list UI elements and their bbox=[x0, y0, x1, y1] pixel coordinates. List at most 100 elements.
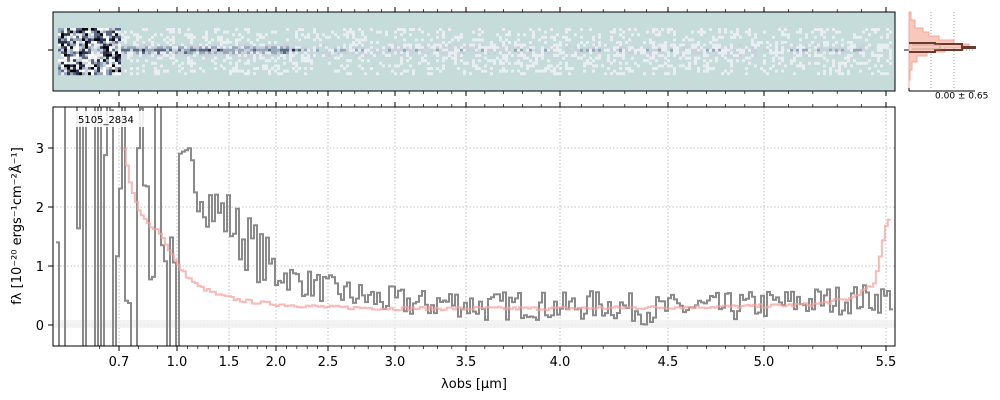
spectrum-2d-pixel bbox=[343, 48, 346, 52]
spectrum-2d-pixel bbox=[592, 43, 595, 47]
spectrum-2d-pixel bbox=[265, 54, 268, 57]
spectrum-2d-pixel bbox=[235, 54, 238, 57]
spectrum-2d-pixel bbox=[115, 56, 118, 60]
spectrum-2d-pixel bbox=[70, 48, 73, 52]
spectrum-2d-pixel bbox=[514, 48, 517, 52]
spectrum-2d-pixel bbox=[97, 46, 100, 50]
spectrum-2d-pixel bbox=[394, 43, 397, 47]
spectrum-2d-pixel bbox=[88, 51, 91, 55]
spectrum-2d-pixel bbox=[79, 35, 82, 39]
spectrum-2d-pixel bbox=[166, 35, 169, 39]
spectrum-2d-pixel bbox=[208, 46, 211, 50]
spectrum-2d-pixel bbox=[118, 56, 121, 60]
spectrum-2d-pixel bbox=[292, 48, 295, 52]
spectrum-2d-pixel bbox=[487, 51, 490, 55]
spectrum-2d-pixel bbox=[139, 54, 142, 57]
spectrum-2d-pixel bbox=[145, 51, 148, 55]
spectrum-2d-pixel bbox=[889, 30, 892, 34]
spectrum-2d-pixel bbox=[580, 35, 583, 39]
spectrum-2d-pixel bbox=[103, 61, 106, 65]
spectrum-2d-pixel bbox=[796, 64, 799, 68]
spectrum-2d-pixel bbox=[322, 51, 325, 55]
spectrum-2d-pixel bbox=[229, 69, 232, 73]
spectrum-2d-pixel bbox=[154, 48, 157, 52]
spectrum-2d-pixel bbox=[286, 43, 289, 47]
spectrum-2d-pixel bbox=[220, 51, 223, 55]
spectrum-2d-pixel bbox=[490, 59, 493, 63]
spectrum-2d-pixel bbox=[436, 51, 439, 55]
spectrum-2d-pixel bbox=[415, 43, 418, 47]
spectrum-2d-pixel bbox=[715, 43, 718, 47]
spectrum-2d-pixel bbox=[838, 46, 841, 50]
spectrum-2d-pixel bbox=[652, 46, 655, 50]
spectrum-2d-pixel bbox=[643, 41, 646, 44]
spectrum-2d-pixel bbox=[733, 51, 736, 55]
spectrum-2d-pixel bbox=[73, 64, 76, 68]
spectrum-2d-pixel bbox=[187, 35, 190, 39]
spectrum-2d-pixel bbox=[79, 61, 82, 65]
spectrum-2d-pixel bbox=[586, 59, 589, 63]
spectrum-2d-pixel bbox=[676, 51, 679, 55]
spectrum-2d-pixel bbox=[607, 67, 610, 70]
spectrum-2d-pixel bbox=[298, 48, 301, 52]
spectrum-2d-pixel bbox=[694, 43, 697, 47]
spectrum-2d-pixel bbox=[295, 69, 298, 73]
spectrum-2d-pixel bbox=[466, 61, 469, 65]
spectrum-2d-pixel bbox=[517, 33, 520, 37]
spectrum-2d-pixel bbox=[313, 46, 316, 50]
spectrum-2d-pixel bbox=[868, 43, 871, 47]
spectrum-2d-pixel bbox=[403, 43, 406, 47]
spectrum-2d-pixel bbox=[409, 51, 412, 55]
spectrum-2d-pixel bbox=[382, 46, 385, 50]
spectrum-2d-pixel bbox=[784, 28, 787, 31]
spectrum-2d-pixel bbox=[829, 72, 832, 76]
object-label: 5105_2834 bbox=[78, 115, 134, 126]
spectrum-2d-pixel bbox=[121, 46, 124, 50]
spectrum-2d-pixel bbox=[349, 59, 352, 63]
spectrum-2d-pixel bbox=[637, 64, 640, 68]
spectrum-2d-pixel bbox=[631, 33, 634, 37]
spectrum-2d-pixel bbox=[631, 46, 634, 50]
spectrum-2d-pixel bbox=[871, 46, 874, 50]
spectrum-2d-pixel bbox=[619, 33, 622, 37]
spectrum-2d-pixel bbox=[112, 46, 115, 50]
spectrum-2d-pixel bbox=[211, 38, 214, 42]
spectrum-2d-pixel bbox=[91, 72, 94, 76]
spectrum-2d-pixel bbox=[178, 69, 181, 73]
spectrum-2d-pixel bbox=[886, 28, 889, 31]
spectrum-2d-pixel bbox=[154, 69, 157, 73]
spectrum-2d-pixel bbox=[460, 51, 463, 55]
x-axis-label: λobs [μm] bbox=[441, 377, 507, 392]
spectrum-2d-pixel bbox=[259, 48, 262, 52]
spectrum-2d-pixel bbox=[442, 35, 445, 39]
spectrum-2d-pixel bbox=[406, 54, 409, 57]
spectrum-2d-pixel bbox=[805, 48, 808, 52]
spectrum-2d-pixel bbox=[166, 41, 169, 44]
spectrum-2d-pixel bbox=[223, 54, 226, 57]
spectrum-2d-pixel bbox=[424, 59, 427, 63]
spectrum-2d-pixel bbox=[109, 54, 112, 57]
spectrum-2d-pixel bbox=[337, 69, 340, 73]
spectrum-2d-pixel bbox=[568, 48, 571, 52]
spectrum-2d-pixel bbox=[253, 46, 256, 50]
spectrum-2d-pixel bbox=[814, 28, 817, 31]
spectrum-2d-pixel bbox=[85, 41, 88, 44]
spectrum-2d-pixel bbox=[493, 61, 496, 65]
spectrum-2d-pixel bbox=[349, 48, 352, 52]
spectrum-2d-pixel bbox=[880, 64, 883, 68]
spectrum-2d-pixel bbox=[829, 67, 832, 70]
spectrum-2d-pixel bbox=[814, 51, 817, 55]
spectrum-2d-pixel bbox=[325, 48, 328, 52]
spectrum-2d-pixel bbox=[358, 38, 361, 42]
spectrum-2d-pixel bbox=[841, 61, 844, 65]
spectrum-2d-pixel bbox=[175, 59, 178, 63]
spectrum-2d-pixel bbox=[67, 67, 70, 70]
spectrum-2d-pixel bbox=[853, 43, 856, 47]
spectrum-2d-pixel bbox=[133, 33, 136, 37]
spectrum-2d-pixel bbox=[244, 43, 247, 47]
spectrum-2d-pixel bbox=[304, 59, 307, 63]
spectrum-2d-pixel bbox=[841, 38, 844, 42]
spectrum-2d-pixel bbox=[382, 64, 385, 68]
spectrum-2d-pixel bbox=[673, 54, 676, 57]
spectrum-2d-pixel bbox=[541, 46, 544, 50]
